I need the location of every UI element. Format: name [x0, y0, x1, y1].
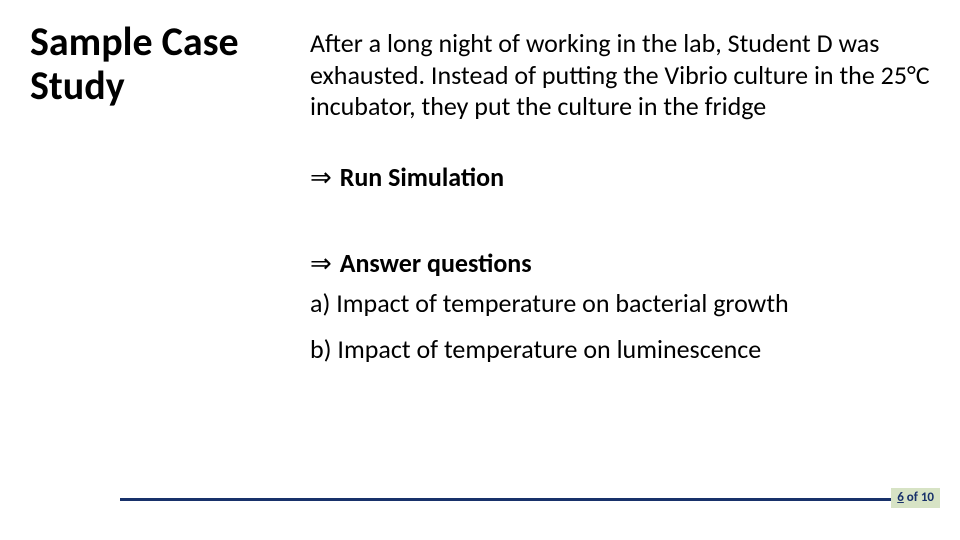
content-block: After a long night of working in the lab… — [310, 28, 930, 365]
page-current: 6 — [897, 490, 904, 505]
footer: 6 of 10 — [120, 490, 940, 512]
question-b: b) Impact of temperature on luminescence — [310, 333, 930, 365]
slide-title: Sample Case Study — [30, 20, 290, 108]
answer-questions-line: ⇒ Answer questions — [310, 247, 930, 279]
slide-container: Sample Case Study After a long night of … — [0, 0, 960, 540]
run-simulation-line: ⇒ Run Simulation — [310, 161, 930, 193]
question-a: a) Impact of temperature on bacterial gr… — [310, 287, 930, 319]
footer-divider — [120, 498, 940, 501]
run-simulation-label: Run Simulation — [340, 161, 504, 193]
answer-questions-label: Answer questions — [340, 247, 532, 279]
page-indicator: 6 of 10 — [891, 488, 940, 508]
arrow-icon: ⇒ — [310, 163, 332, 192]
page-separator: of — [904, 490, 921, 505]
page-total: 10 — [921, 490, 934, 505]
case-study-paragraph: After a long night of working in the lab… — [310, 28, 930, 123]
arrow-icon: ⇒ — [310, 249, 332, 278]
